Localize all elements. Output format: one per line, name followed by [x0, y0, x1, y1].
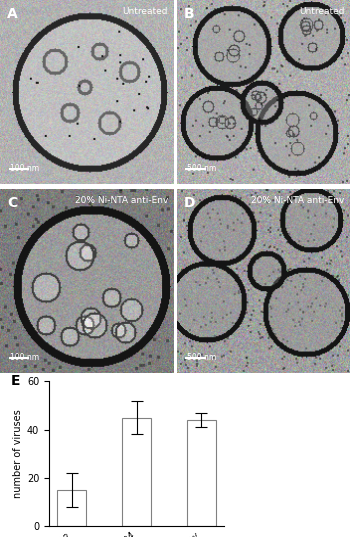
Text: 100 nm: 100 nm	[10, 164, 40, 173]
Text: B: B	[184, 8, 194, 21]
Text: C: C	[7, 197, 17, 211]
Bar	[187, 420, 216, 526]
Text: E: E	[10, 374, 20, 388]
Text: Untreated: Untreated	[122, 8, 168, 16]
Text: Untreated: Untreated	[299, 8, 345, 16]
Text: 500 nm: 500 nm	[187, 164, 216, 173]
Text: D: D	[184, 197, 195, 211]
Text: 20% Ni-NTA anti-Env: 20% Ni-NTA anti-Env	[251, 197, 345, 205]
Text: 500 nm: 500 nm	[187, 353, 216, 362]
Text: A: A	[7, 8, 18, 21]
Bar	[122, 418, 151, 526]
Y-axis label: number of viruses: number of viruses	[13, 409, 23, 498]
Text: 100 nm: 100 nm	[10, 353, 40, 362]
Text: 20% Ni-NTA anti-Env: 20% Ni-NTA anti-Env	[75, 197, 168, 205]
Bar	[57, 490, 86, 526]
